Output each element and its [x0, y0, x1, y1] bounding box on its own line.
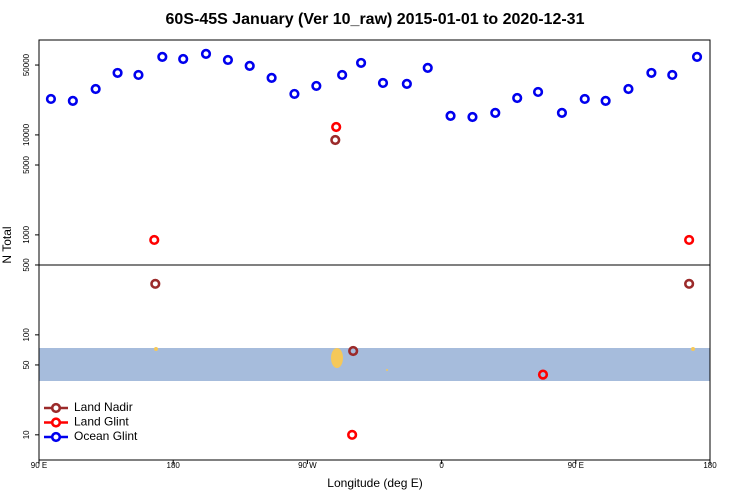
data-point: [244, 60, 255, 72]
data-point: [178, 53, 189, 65]
plot-frame: [38, 39, 711, 461]
x-tick-label: 0: [439, 461, 444, 470]
x-axis-label: Longitude (deg E): [327, 476, 422, 490]
data-point: [646, 67, 657, 79]
x-tick-label: 90 E: [31, 461, 47, 470]
y-axis-label: N Total: [0, 226, 14, 263]
legend-marker: [50, 402, 62, 414]
data-point: [667, 69, 678, 81]
data-point: [556, 107, 568, 119]
legend-label: Land Nadir: [74, 400, 133, 414]
data-point: [355, 57, 367, 69]
data-point: [311, 80, 322, 92]
data-point: [512, 92, 523, 104]
data-point: [149, 234, 160, 246]
data-point: [377, 77, 389, 89]
chart-title: 60S-45S January (Ver 10_raw) 2015-01-01 …: [166, 11, 585, 28]
data-point: [401, 78, 412, 89]
x-tick-label: 180: [167, 461, 181, 470]
data-point: [579, 93, 590, 105]
data-point: [623, 83, 634, 95]
data-point: [157, 51, 168, 63]
data-point: [490, 107, 501, 119]
y-tick-label: 1000: [22, 225, 31, 243]
legend-marker: [50, 417, 62, 428]
data-point: [330, 134, 341, 146]
data-point: [67, 95, 78, 106]
data-point: [133, 69, 144, 81]
data-point: [537, 369, 549, 380]
y-tick-label: 50: [22, 360, 31, 369]
x-tick-label: 90 E: [568, 461, 584, 470]
x-tick-label: 180: [703, 461, 717, 470]
data-point: [684, 234, 695, 246]
y-tick-label: 100: [22, 328, 31, 342]
y-tick-label: 50000: [22, 53, 31, 76]
data-point: [337, 69, 348, 81]
x-tick-label: 90 W: [298, 461, 317, 470]
data-point: [691, 51, 703, 63]
y-tick-label: 5000: [22, 156, 31, 174]
data-point: [222, 54, 234, 66]
data-point: [348, 345, 359, 357]
map-land: [154, 347, 695, 371]
y-tick-label: 500: [22, 258, 31, 272]
data-point: [45, 93, 57, 105]
map-band: [39, 348, 710, 381]
data-point: [600, 95, 611, 106]
data-point: [90, 83, 101, 95]
data-point: [331, 121, 342, 133]
data-point: [445, 110, 456, 121]
legend-label: Ocean Glint: [74, 429, 138, 443]
legend-marker: [50, 431, 62, 443]
legend-label: Land Glint: [74, 415, 129, 429]
data-point: [200, 48, 212, 60]
data-point: [347, 429, 358, 440]
data-point: [684, 278, 695, 289]
data-point: [289, 88, 300, 100]
data-point: [266, 72, 277, 83]
data-point: [112, 67, 123, 79]
data-point: [150, 278, 161, 289]
data-point: [532, 86, 544, 98]
y-tick-label: 10: [22, 430, 31, 439]
y-tick-label: 10000: [22, 123, 31, 146]
data-point: [422, 62, 433, 74]
data-point: [467, 111, 478, 123]
